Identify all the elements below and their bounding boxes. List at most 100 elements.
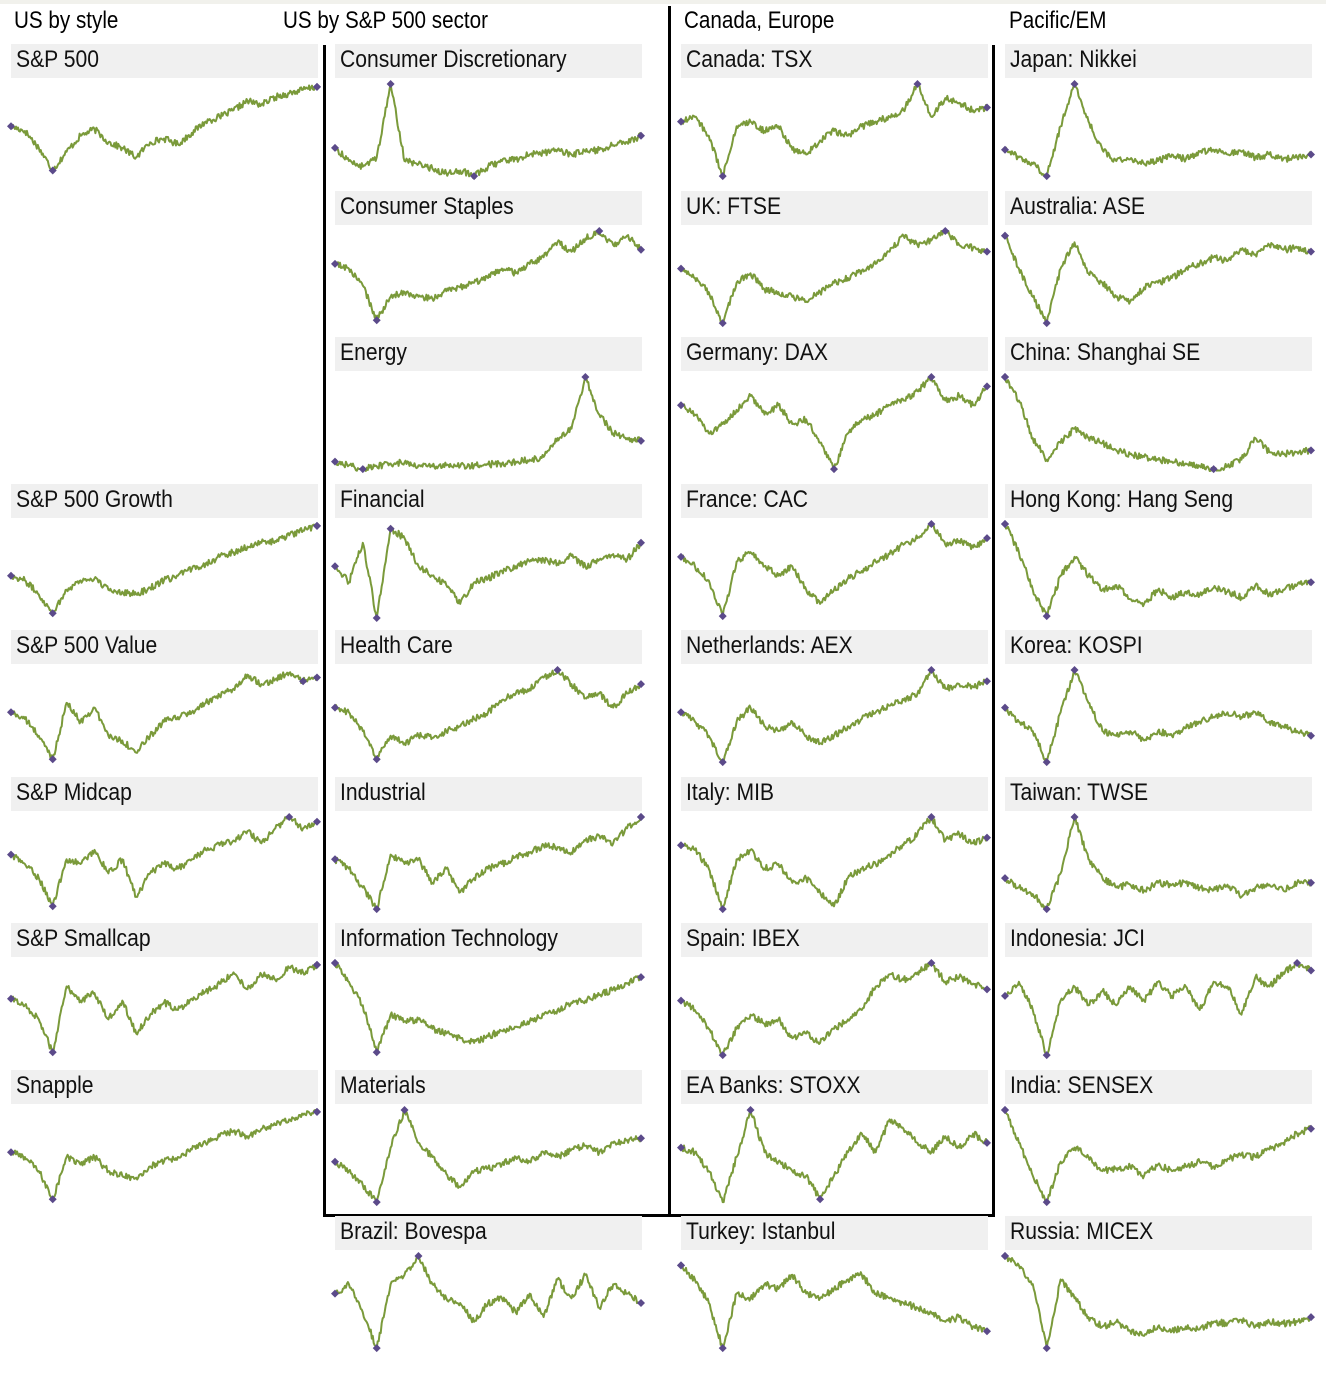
min-marker <box>1042 758 1051 767</box>
sparkline-industrial <box>331 813 645 914</box>
min-marker <box>48 1048 57 1057</box>
series-line <box>1004 669 1312 764</box>
min-marker <box>816 1195 825 1204</box>
max-marker <box>553 666 562 674</box>
end-marker <box>1307 731 1315 740</box>
sparkline-consumer-staples <box>331 227 645 325</box>
start-marker <box>7 850 15 859</box>
sparkline-snapple <box>7 1107 321 1204</box>
series-line <box>680 230 988 325</box>
series-line <box>680 1263 988 1350</box>
sparkline-italy-mib <box>677 813 991 914</box>
end-marker <box>983 103 991 112</box>
end-marker <box>1307 1313 1315 1322</box>
end-marker <box>983 1138 991 1147</box>
min-marker <box>1042 905 1051 914</box>
series-line <box>10 523 318 616</box>
min-marker <box>1042 612 1051 621</box>
panel-title: Information Technology <box>340 925 558 952</box>
panel-label-australia-ase: Australia: ASE <box>1005 191 1312 225</box>
start-marker <box>677 1143 685 1152</box>
series-line <box>334 1109 642 1204</box>
end-marker <box>637 538 645 547</box>
start-marker <box>1001 703 1009 712</box>
max-marker <box>313 521 321 530</box>
max-marker <box>927 520 936 528</box>
max-marker <box>927 373 936 381</box>
start-marker <box>331 855 339 864</box>
min-marker <box>372 316 381 325</box>
start-marker <box>331 457 339 466</box>
start-marker <box>1001 874 1009 883</box>
sparkline-s-p-500 <box>7 82 321 175</box>
panel-label-indonesia-jci: Indonesia: JCI <box>1005 923 1312 957</box>
series-line <box>334 962 642 1054</box>
panel-title: Russia: MICEX <box>1010 1218 1154 1245</box>
panel-title: Snapple <box>16 1072 94 1099</box>
min-marker <box>48 902 57 911</box>
panel-label-s-p-500-growth: S&P 500 Growth <box>11 484 318 518</box>
series-line <box>1004 523 1312 618</box>
min-marker <box>470 172 479 181</box>
panel-label-s-p-500: S&P 500 <box>11 44 318 78</box>
max-marker <box>595 227 604 235</box>
panel-title: Turkey: Istanbul <box>686 1218 836 1245</box>
min-marker <box>718 319 727 328</box>
series-line <box>680 1109 988 1204</box>
min-marker <box>372 905 381 914</box>
series-line <box>680 376 988 471</box>
max-marker <box>1001 520 1009 528</box>
end-marker <box>637 1134 645 1143</box>
panel-label-netherlands-aex: Netherlands: AEX <box>681 630 988 664</box>
min-marker <box>1042 319 1051 328</box>
header-us-by-sector: US by S&P 500 sector <box>283 7 488 34</box>
series-line <box>334 230 642 322</box>
min-marker <box>718 612 727 621</box>
panel-title: UK: FTSE <box>686 193 782 220</box>
series-line <box>680 669 988 764</box>
max-marker <box>1001 1252 1009 1260</box>
min-marker <box>718 172 727 181</box>
sparkline-ea-banks-stoxx <box>677 1106 991 1204</box>
start-marker <box>677 401 685 410</box>
series-line <box>680 83 988 178</box>
end-marker <box>637 1299 645 1307</box>
sparkline-france-cac <box>677 520 991 621</box>
sparkline-financial <box>331 524 645 622</box>
panel-title: Canada: TSX <box>686 46 813 73</box>
panel-label-industrial: Industrial <box>335 777 642 811</box>
end-marker <box>983 833 991 842</box>
start-marker <box>1001 991 1009 1000</box>
min-marker <box>48 166 57 175</box>
min-marker <box>1209 465 1218 474</box>
end-marker <box>313 673 321 682</box>
start-marker <box>7 994 15 1003</box>
panel-title: Germany: DAX <box>686 339 829 366</box>
sparkline-spain-ibex <box>677 959 991 1060</box>
start-marker <box>7 1148 15 1157</box>
min-marker <box>830 465 838 474</box>
panel-label-korea-kospi: Korea: KOSPI <box>1005 630 1312 664</box>
series-line <box>334 669 642 761</box>
max-marker <box>386 80 395 88</box>
sparkline-india-sensex <box>1001 1106 1315 1207</box>
panel-title: France: CAC <box>686 486 809 513</box>
max-marker <box>313 82 321 91</box>
start-marker <box>677 117 685 126</box>
panel-title: S&P Midcap <box>16 779 132 806</box>
end-marker <box>983 534 991 543</box>
end-marker <box>637 131 645 140</box>
series-line <box>1004 234 1312 325</box>
series-line <box>680 816 988 911</box>
panel-label-snapple: Snapple <box>11 1070 318 1104</box>
series-line <box>334 816 642 912</box>
max-marker <box>313 1107 321 1116</box>
end-marker <box>983 985 991 994</box>
end-marker <box>1307 1124 1315 1133</box>
start-marker <box>7 708 15 717</box>
panel-title: Korea: KOSPI <box>1010 632 1143 659</box>
start-marker <box>331 143 339 152</box>
series-line <box>10 671 318 761</box>
header-us-by-style: US by style <box>14 7 119 34</box>
end-marker <box>983 1327 991 1336</box>
